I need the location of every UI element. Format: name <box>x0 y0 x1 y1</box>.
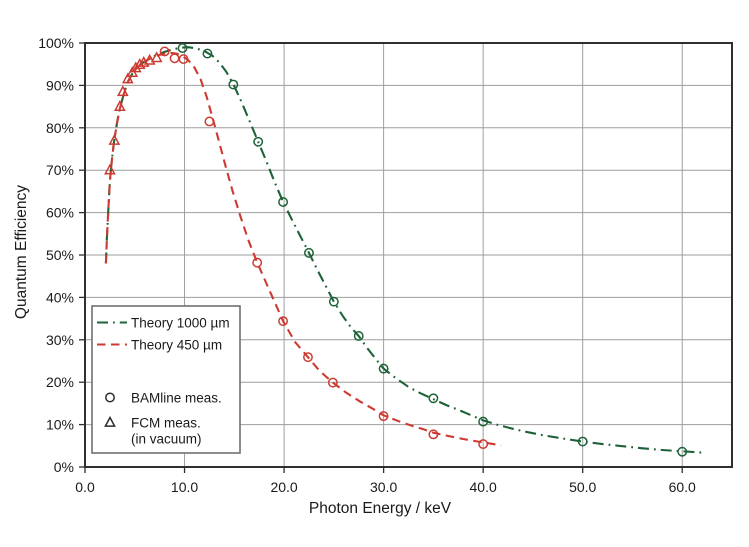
x-tick-label: 30.0 <box>370 479 397 495</box>
curve-theory-1000-m <box>104 46 703 454</box>
circle-marker <box>278 197 289 207</box>
legend-label-theory-1000-m: Theory 1000 µm <box>131 316 230 331</box>
curve-theory-450-m <box>104 51 502 447</box>
plot-frame <box>84 42 733 468</box>
x-tick-label: 10.0 <box>171 479 198 495</box>
tick-labels: 0.0 10.0 20.0 30.0 40.0 50.0 60.0 0% 10% 20% 30% 40… <box>38 35 696 495</box>
legend: Theory 1000 µm Theory 450 µm BAMline meas.… <box>91 305 241 454</box>
triangle-marker <box>129 61 142 73</box>
legend-label2-fcm-meas: (in vacuum) <box>131 432 202 447</box>
legend-label-theory-450-m: Theory 450 µm <box>131 338 222 353</box>
circle-marker <box>159 46 170 57</box>
y-tick-label: 80% <box>46 120 74 136</box>
circle-marker <box>228 79 239 90</box>
circle-marker <box>428 429 439 440</box>
circle-marker <box>303 352 313 363</box>
circle-marker <box>577 436 588 447</box>
markers-bamline-meas-450-m <box>159 46 489 450</box>
circle-marker <box>177 43 188 54</box>
triangle-marker <box>150 51 163 63</box>
circle-marker <box>304 247 314 258</box>
circle-marker <box>428 393 439 404</box>
gridlines <box>85 43 732 467</box>
y-tick-label: 10% <box>46 417 74 433</box>
circle-marker <box>253 136 264 147</box>
x-axis-title: Photon Energy / keV <box>309 500 452 517</box>
x-tick-label: 60.0 <box>669 479 696 495</box>
y-tick-label: 30% <box>46 332 74 348</box>
x-tick-label: 50.0 <box>569 479 596 495</box>
legend-circle-marker <box>105 392 115 403</box>
circle-marker <box>278 316 289 327</box>
circle-marker <box>252 257 263 268</box>
legend-box <box>91 305 241 454</box>
circle-marker <box>353 331 364 341</box>
x-tick-label: 0.0 <box>75 479 95 495</box>
y-tick-label: 90% <box>46 77 74 93</box>
circle-marker <box>204 116 215 127</box>
y-tick-label: 100% <box>38 35 74 51</box>
circle-marker <box>478 416 489 427</box>
x-tick-label: 40.0 <box>470 479 497 495</box>
circle-marker <box>327 377 338 388</box>
circle-marker <box>378 363 389 374</box>
triangle-marker <box>133 58 146 69</box>
legend-label-bamline-meas: BAMline meas. <box>131 391 222 406</box>
circle-marker <box>378 411 389 422</box>
y-tick-label: 60% <box>46 205 74 221</box>
y-tick-label: 0% <box>54 459 74 475</box>
triangle-marker <box>104 163 116 175</box>
triangle-marker <box>113 100 126 111</box>
circle-marker <box>202 48 213 59</box>
x-tick-label: 20.0 <box>270 479 297 495</box>
triangle-marker <box>116 85 129 97</box>
triangle-marker <box>121 72 134 84</box>
markers-bamline-meas-1000-m <box>177 43 688 457</box>
markers-fcm-meas-in-vacuum <box>104 51 163 175</box>
circle-marker <box>328 296 339 307</box>
y-tick-label: 20% <box>46 374 74 390</box>
y-axis-title: Quantum Efficiency <box>13 185 30 319</box>
y-tick-label: 50% <box>46 247 74 263</box>
legend-triangle-marker <box>104 415 116 427</box>
circle-marker <box>677 446 688 457</box>
circle-marker <box>478 439 489 450</box>
triangle-marker <box>108 133 121 145</box>
y-tick-label: 70% <box>46 162 74 178</box>
circle-marker <box>178 54 189 65</box>
triangle-marker <box>143 53 156 65</box>
y-tick-label: 40% <box>46 289 74 305</box>
legend-label-fcm-meas: FCM meas. <box>131 416 201 431</box>
